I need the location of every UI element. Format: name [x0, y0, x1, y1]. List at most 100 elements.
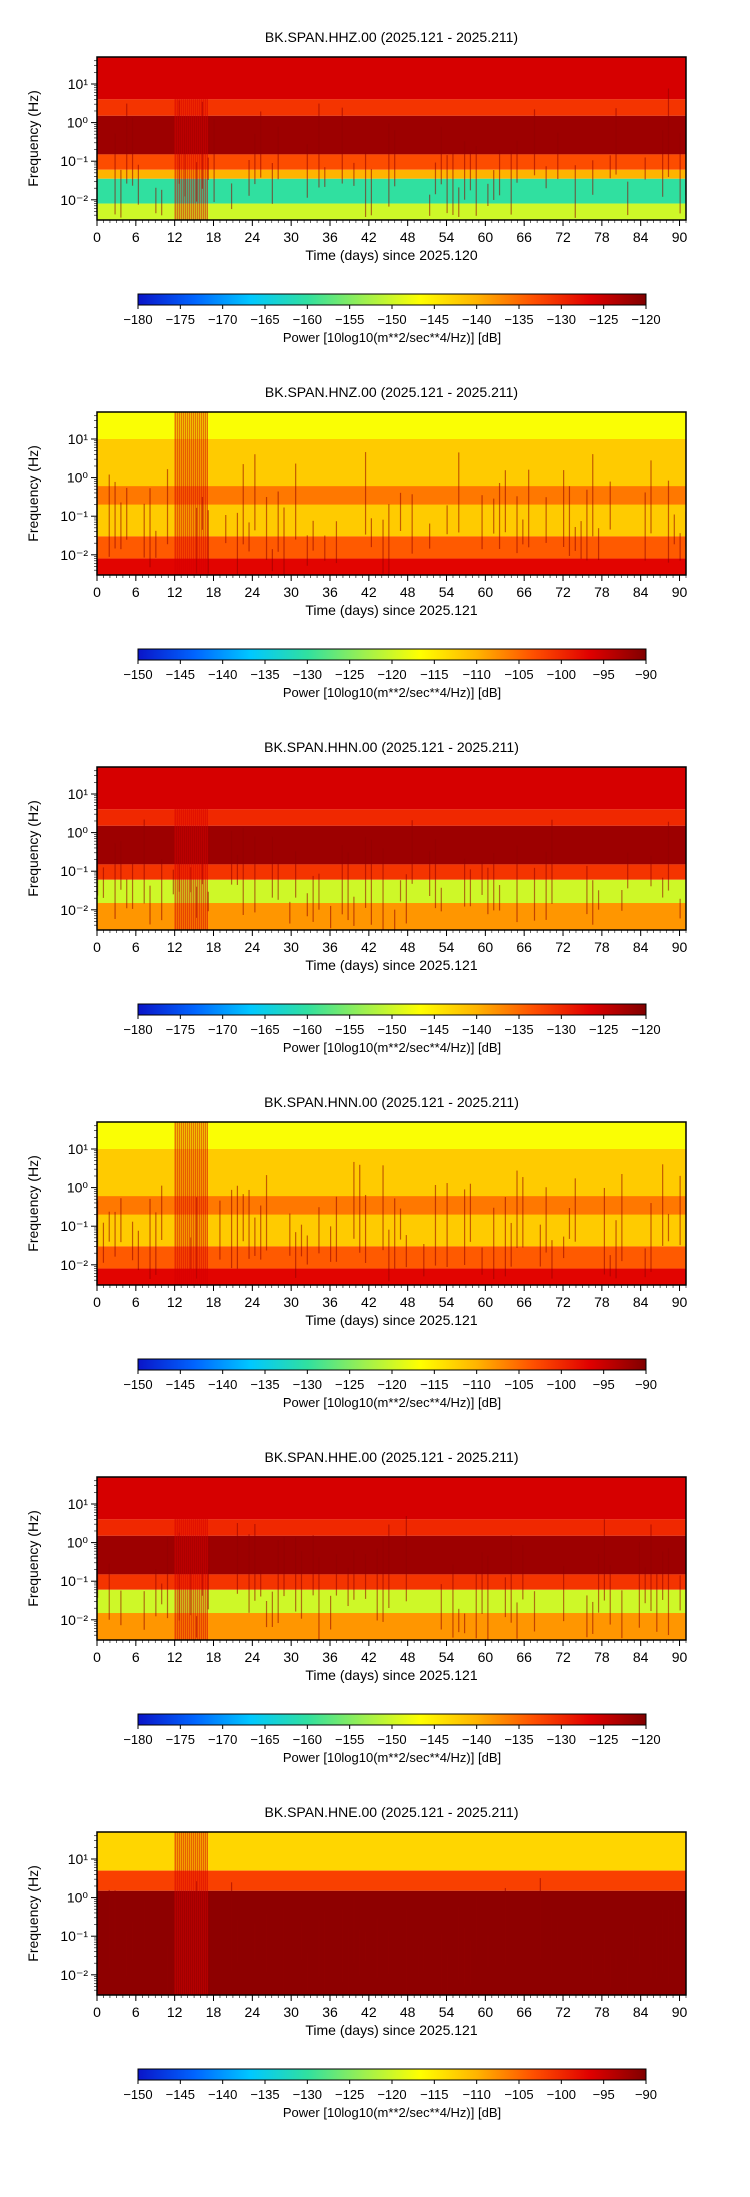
spectrogram-panel: BK.SPAN.HHN.00 (2025.121 - 2025.211) 0 6 12… — [0, 720, 750, 1075]
power-band — [97, 536, 686, 559]
spectrogram-cells — [97, 1832, 686, 1995]
colorbar-tick-label: −95 — [593, 667, 615, 682]
y-tick-label: 10⁰ — [67, 1535, 89, 1551]
colorbar-tick-label: −100 — [547, 2087, 576, 2102]
colorbar-tick-label: −110 — [463, 667, 491, 682]
power-band — [97, 486, 686, 505]
colorbar-tick-label: −90 — [635, 1377, 657, 1392]
x-tick-label: 0 — [93, 229, 101, 245]
colorbar-label: Power [10log10(m**2/sec**4/Hz)] [dB] — [283, 685, 501, 700]
y-tick-label: 10⁻¹ — [60, 863, 88, 879]
colorbar-tick-label: −100 — [547, 1377, 576, 1392]
colorbar-tick-label: −180 — [123, 1022, 152, 1037]
x-tick-label: 0 — [93, 1294, 101, 1310]
y-tick-label: 10⁻¹ — [60, 508, 88, 524]
chart-title: BK.SPAN.HNZ.00 (2025.121 - 2025.211) — [265, 384, 518, 400]
colorbar-tick-label: −105 — [504, 2087, 533, 2102]
colorbar-tick-label: −125 — [589, 312, 618, 327]
spectrogram-chart: BK.SPAN.HNE.00 (2025.121 - 2025.211) 0 6 12… — [25, 1804, 688, 2120]
y-axis-label: Frequency (Hz) — [25, 1865, 41, 1961]
x-tick-label: 24 — [245, 1294, 261, 1310]
colorbar-tick-label: −120 — [631, 1022, 660, 1037]
y-tick-label: 10⁻² — [60, 1612, 88, 1628]
x-tick-label: 30 — [283, 1294, 299, 1310]
colorbar-tick-label: −170 — [208, 312, 237, 327]
x-tick-label: 60 — [478, 939, 494, 955]
power-band — [97, 864, 686, 880]
y-tick-label: 10⁻¹ — [60, 153, 88, 169]
x-tick-label: 54 — [439, 2004, 455, 2020]
x-tick-label: 18 — [206, 939, 222, 955]
colorbar-tick-label: −160 — [293, 1732, 322, 1747]
colorbar-tick-label: −155 — [335, 312, 364, 327]
colorbar-tick-label: −135 — [504, 312, 533, 327]
x-tick-label: 90 — [672, 1294, 688, 1310]
x-tick-label: 6 — [132, 229, 140, 245]
colorbar-tick-label: −120 — [377, 1377, 406, 1392]
x-tick-label: 78 — [594, 2004, 610, 2020]
x-tick-label: 12 — [167, 1649, 183, 1665]
spectrogram-chart: BK.SPAN.HHN.00 (2025.121 - 2025.211) 0 6 12… — [25, 739, 688, 1055]
x-tick-label: 84 — [633, 229, 649, 245]
x-tick-label: 12 — [167, 2004, 183, 2020]
x-tick-label: 18 — [206, 229, 222, 245]
colorbar-tick-label: −120 — [631, 312, 660, 327]
colorbar-tick-label: −145 — [420, 312, 449, 327]
chart-title: BK.SPAN.HHZ.00 (2025.121 - 2025.211) — [265, 29, 518, 45]
colorbar-tick-label: −140 — [462, 1732, 491, 1747]
x-tick-label: 42 — [361, 2004, 377, 2020]
colorbar-tick-label: −145 — [420, 1022, 449, 1037]
colorbar-tick-label: −130 — [547, 1732, 576, 1747]
x-tick-label: 12 — [167, 584, 183, 600]
x-tick-label: 72 — [555, 1649, 571, 1665]
x-axis-label: Time (days) since 2025.121 — [305, 1667, 477, 1683]
x-tick-label: 84 — [633, 939, 649, 955]
spectrogram-panel: BK.SPAN.HNN.00 (2025.121 - 2025.211) 0 6 12… — [0, 1075, 750, 1430]
x-tick-label: 0 — [93, 1649, 101, 1665]
x-tick-label: 78 — [594, 584, 610, 600]
colorbar-tick-label: −145 — [166, 667, 195, 682]
spectrogram-chart: BK.SPAN.HHZ.00 (2025.121 - 2025.211) 0 6 12… — [25, 29, 688, 345]
colorbar-tick-label: −150 — [123, 2087, 152, 2102]
colorbar-tick-label: −145 — [166, 2087, 195, 2102]
colorbar-tick-label: −120 — [631, 1732, 660, 1747]
x-tick-label: 48 — [400, 2004, 416, 2020]
y-tick-label: 10⁰ — [67, 470, 89, 486]
x-tick-label: 30 — [283, 939, 299, 955]
power-band — [97, 809, 686, 826]
colorbar — [137, 293, 647, 306]
x-tick-label: 6 — [132, 1294, 140, 1310]
x-tick-label: 24 — [245, 1649, 261, 1665]
colorbar-tick-label: −125 — [589, 1732, 618, 1747]
x-tick-label: 60 — [478, 229, 494, 245]
x-tick-label: 84 — [633, 1649, 649, 1665]
colorbar-tick-label: −180 — [123, 1732, 152, 1747]
spectrogram-cells — [97, 1477, 686, 1640]
x-tick-label: 36 — [322, 939, 338, 955]
x-tick-label: 66 — [516, 939, 532, 955]
y-tick-label: 10¹ — [68, 1851, 89, 1867]
power-band — [97, 203, 686, 220]
colorbar-tick-label: −130 — [547, 312, 576, 327]
x-tick-label: 12 — [167, 1294, 183, 1310]
power-band — [97, 1589, 686, 1614]
x-tick-label: 78 — [594, 939, 610, 955]
colorbar-tick-label: −130 — [293, 1377, 322, 1392]
x-tick-label: 48 — [400, 229, 416, 245]
spectrogram-chart: BK.SPAN.HNN.00 (2025.121 - 2025.211) 0 6 12… — [25, 1094, 688, 1410]
y-tick-label: 10¹ — [68, 1496, 89, 1512]
y-axis-label: Frequency (Hz) — [25, 90, 41, 186]
y-tick-label: 10⁻² — [60, 1257, 88, 1273]
x-tick-label: 6 — [132, 939, 140, 955]
power-band — [97, 99, 686, 116]
colorbar-tick-label: −160 — [293, 1022, 322, 1037]
colorbar-label: Power [10log10(m**2/sec**4/Hz)] [dB] — [283, 1750, 501, 1765]
x-tick-label: 90 — [672, 1649, 688, 1665]
x-axis-label: Time (days) since 2025.121 — [305, 1312, 477, 1328]
power-band — [97, 169, 686, 179]
x-tick-label: 42 — [361, 229, 377, 245]
x-tick-label: 48 — [400, 1294, 416, 1310]
colorbar-tick-label: −145 — [420, 1732, 449, 1747]
x-tick-label: 90 — [672, 229, 688, 245]
colorbar-label: Power [10log10(m**2/sec**4/Hz)] [dB] — [283, 2105, 501, 2120]
